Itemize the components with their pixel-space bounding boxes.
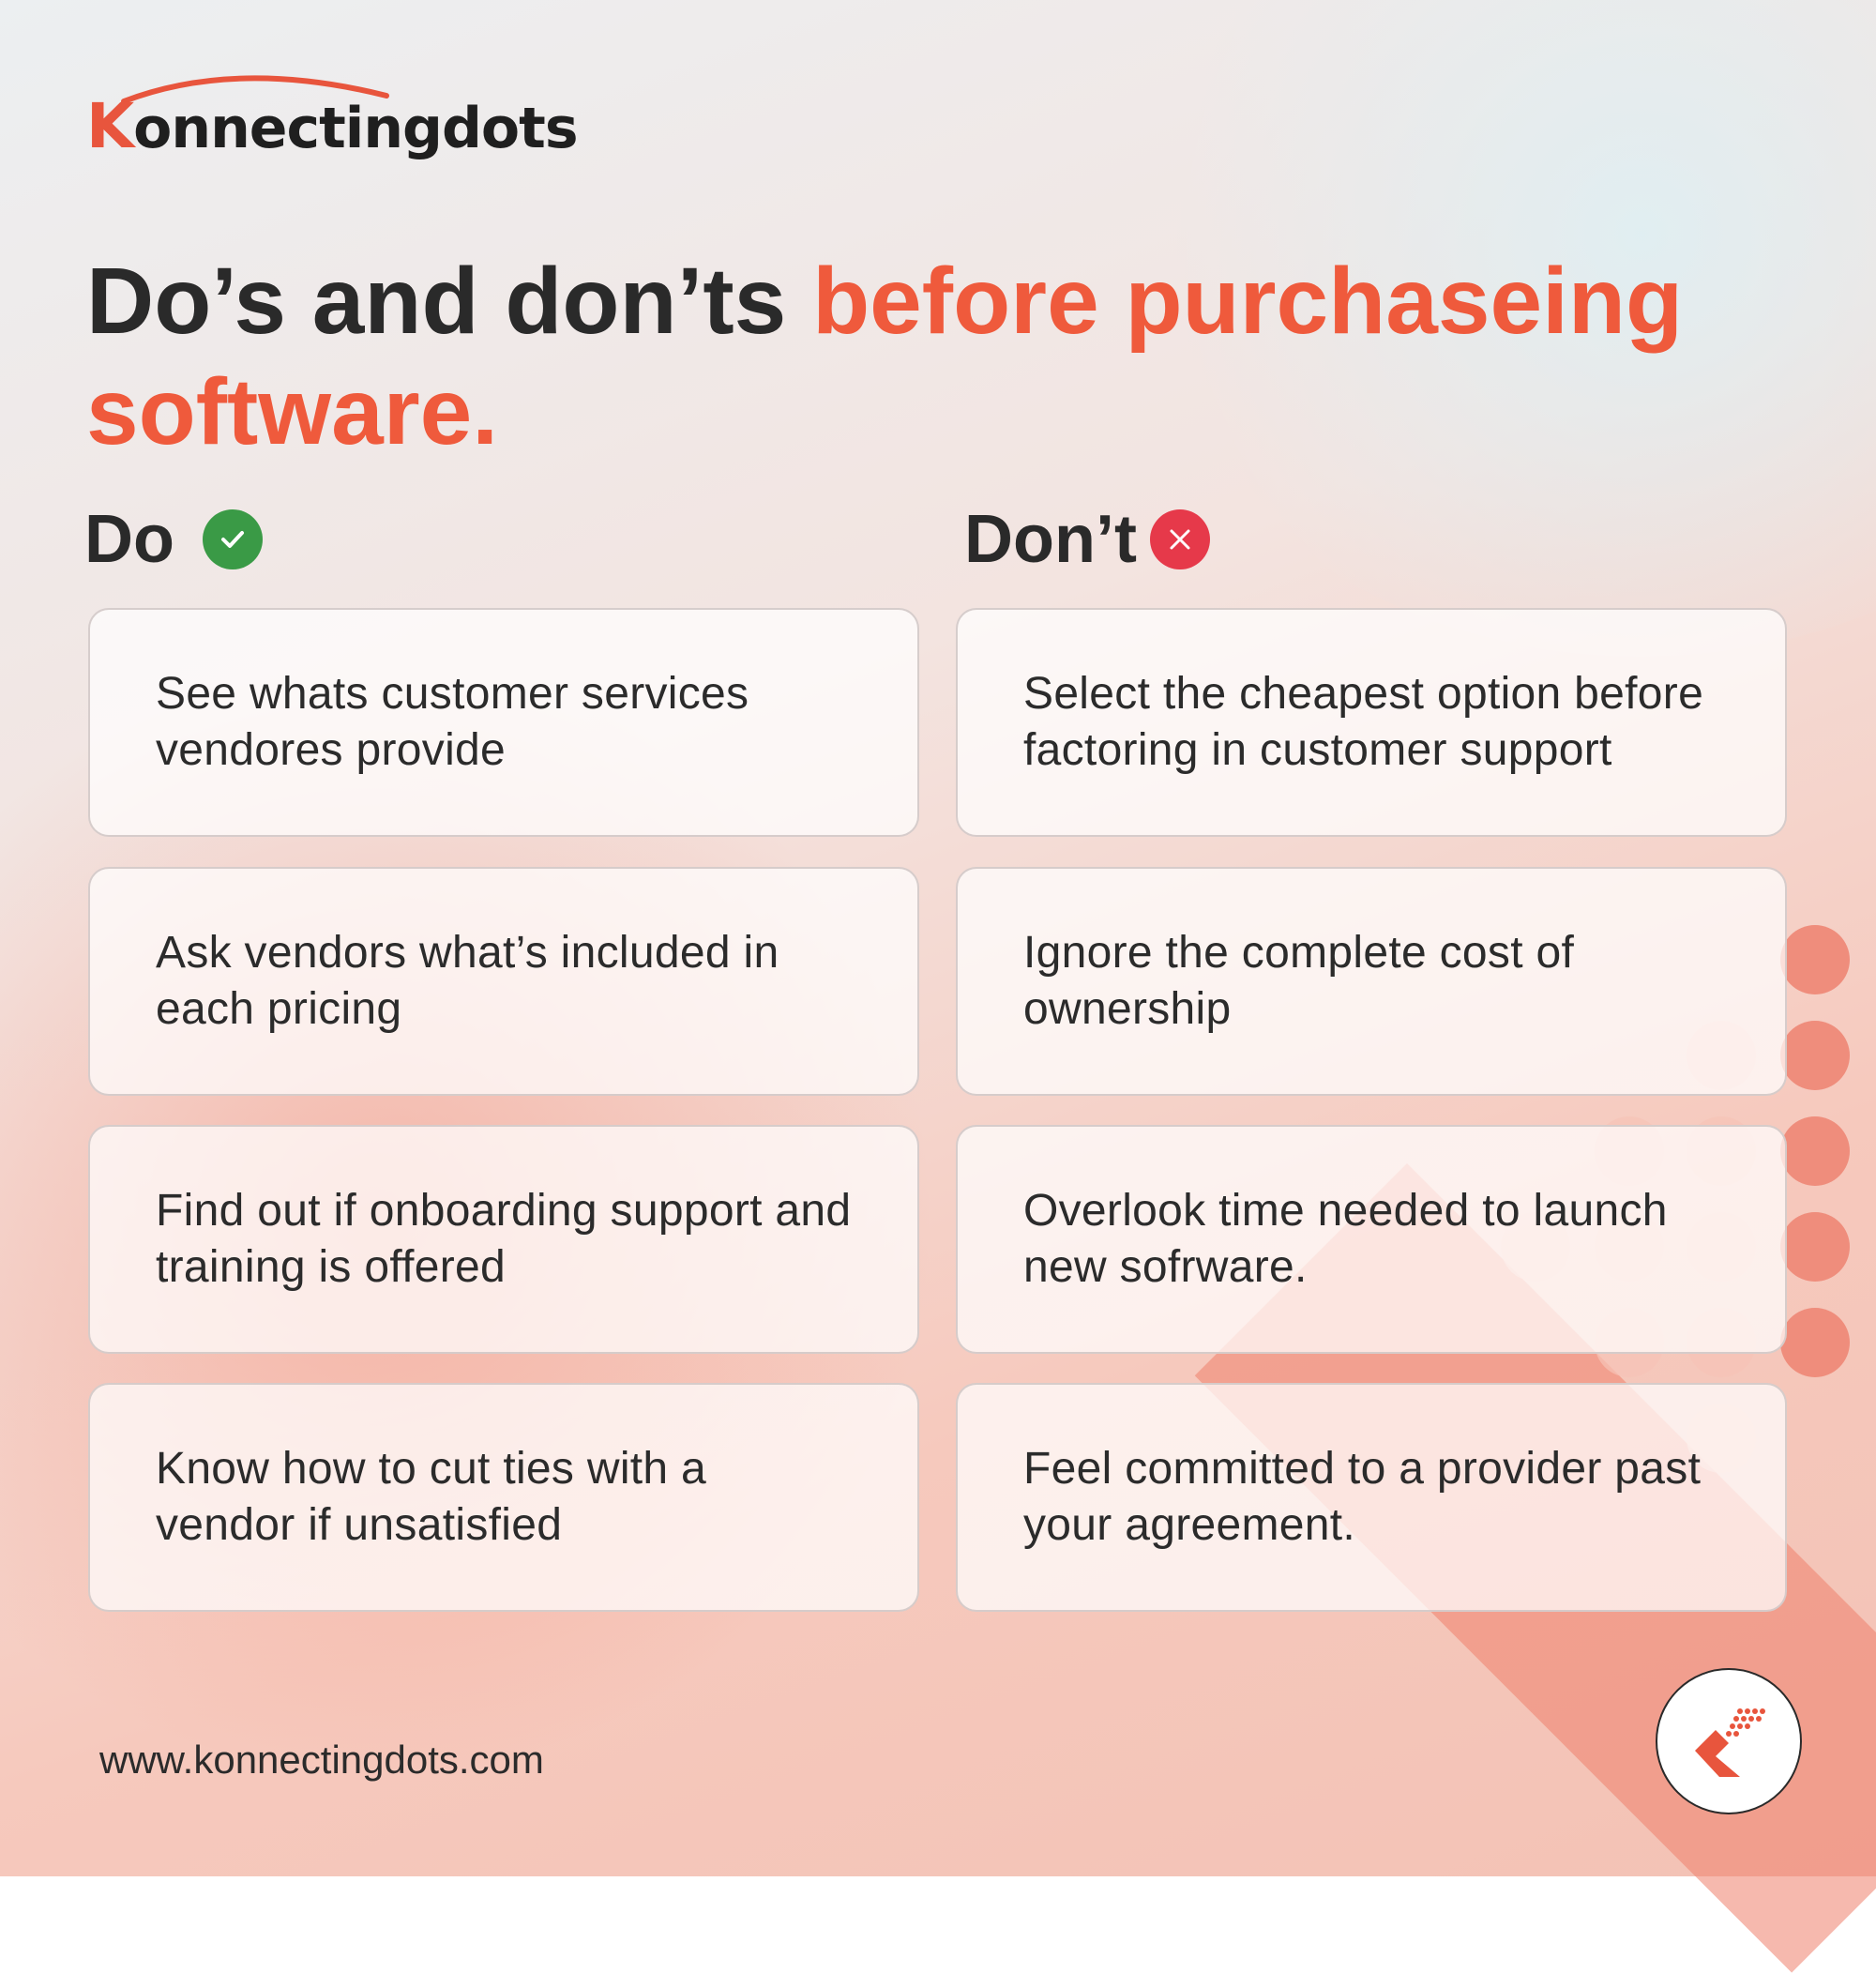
dont-card: Overlook time needed to launch new sofrw…: [956, 1125, 1787, 1354]
do-item-text: See whats customer services vendores pro…: [156, 669, 749, 775]
brand-mark-icon: [1656, 1668, 1802, 1814]
x-circle-icon: [1149, 509, 1210, 569]
dont-card: Feel committed to a provider past your a…: [956, 1383, 1787, 1612]
dont-item-text: Feel committed to a provider past your a…: [1023, 1444, 1702, 1550]
logo-wordmark: Konnectingdots: [86, 90, 579, 162]
logo-rest: onnectingdots: [133, 96, 578, 161]
dont-card: Ignore the complete cost of ownership: [956, 867, 1787, 1096]
brand-logo[interactable]: Konnectingdots: [86, 68, 579, 171]
do-card: Know how to cut ties with a vendor if un…: [88, 1383, 919, 1612]
page-title: Do’s and don’ts before purchaseing softw…: [86, 246, 1756, 467]
do-card: See whats customer services vendores pro…: [88, 608, 919, 837]
title-part-accent: before purchaseing software.: [86, 249, 1684, 464]
website-link[interactable]: www.konnectingdots.com: [99, 1738, 544, 1782]
check-circle-icon: [202, 509, 263, 569]
dont-heading-label: Don’t: [964, 502, 1137, 577]
logo-k: K: [86, 90, 134, 162]
do-heading-label: Do: [84, 502, 174, 577]
do-card: Ask vendors what’s included in each pric…: [88, 867, 919, 1096]
do-item-text: Find out if onboarding support and train…: [156, 1186, 852, 1292]
dont-item-text: Overlook time needed to launch new sofrw…: [1023, 1186, 1668, 1292]
dont-item-text: Select the cheapest option before factor…: [1023, 669, 1704, 775]
do-item-text: Ask vendors what’s included in each pric…: [156, 928, 779, 1034]
do-heading: Do: [84, 497, 263, 582]
dont-item-text: Ignore the complete cost of ownership: [1023, 928, 1575, 1034]
do-card: Find out if onboarding support and train…: [88, 1125, 919, 1354]
dont-card: Select the cheapest option before factor…: [956, 608, 1787, 837]
logo-arc-icon: [121, 75, 389, 104]
dont-heading: Don’t: [964, 497, 1210, 582]
title-part-dark: Do’s and don’ts: [86, 249, 813, 354]
do-item-text: Know how to cut ties with a vendor if un…: [156, 1444, 707, 1550]
